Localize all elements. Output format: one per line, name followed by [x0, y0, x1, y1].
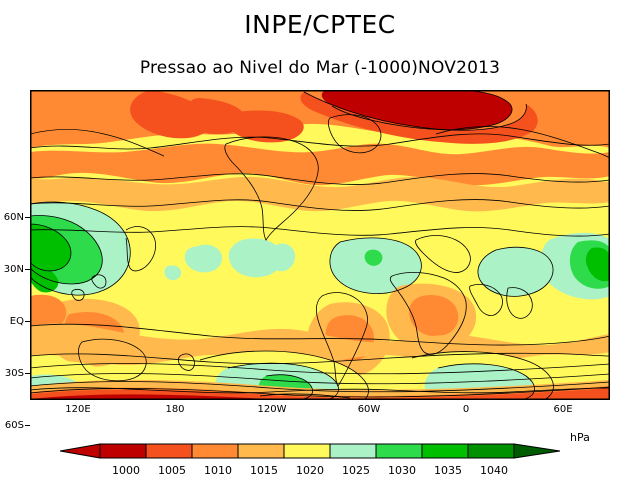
colorbar-tick-1020: 1020 — [296, 464, 324, 477]
x-tick-label-120w: 120W — [257, 404, 287, 415]
y-tick-mark-30n — [25, 269, 30, 270]
y-tick-label-30n: 30N — [3, 264, 24, 275]
y-tick-mark-eq — [25, 321, 30, 322]
y-tick-mark-30s — [25, 373, 30, 374]
x-tick-label-60e: 60E — [553, 404, 573, 415]
y-tick-label-eq: EQ — [9, 316, 24, 327]
contour-map — [30, 90, 610, 400]
colorbar-tick-1025: 1025 — [342, 464, 370, 477]
colorbar-tick-1035: 1035 — [434, 464, 462, 477]
y-tick-mark-60s — [25, 425, 30, 426]
x-tick-label-180: 180 — [165, 404, 185, 415]
y-tick-label-60n: 60N — [3, 212, 24, 223]
colorbar-tick-1005: 1005 — [158, 464, 186, 477]
colorbar-tick-1010: 1010 — [204, 464, 232, 477]
colorbar-tick-1040: 1040 — [480, 464, 508, 477]
y-tick-label-30s: 30S — [4, 368, 24, 379]
colorbar-swatches — [60, 443, 560, 459]
x-tick-label-0: 0 — [462, 404, 470, 415]
x-tick-label-120e: 120E — [65, 404, 91, 415]
colorbar: 1000 1005 1010 1015 1020 1025 1030 1035 … — [0, 425, 640, 485]
colorbar-tick-1000: 1000 — [112, 464, 140, 477]
colorbar-tick-1015: 1015 — [250, 464, 278, 477]
x-tick-label-60w: 60W — [357, 404, 381, 415]
colorbar-tick-1030: 1030 — [388, 464, 416, 477]
page-title: INPE/CPTEC — [244, 10, 396, 39]
map-plot-area: 60N 30N EQ 30S 60S — [4, 90, 610, 431]
colorbar-unit-label: hPa — [570, 431, 590, 444]
y-tick-label-60s: 60S — [4, 420, 24, 431]
page-subtitle: Pressao ao Nivel do Mar (-1000)NOV2013 — [139, 58, 501, 78]
y-tick-mark-60n — [25, 217, 30, 218]
